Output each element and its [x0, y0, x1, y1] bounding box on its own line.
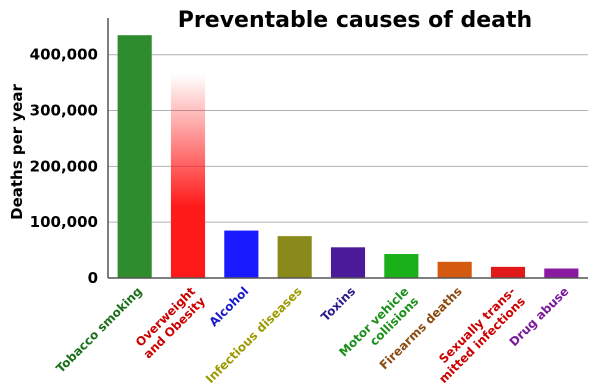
bar	[117, 35, 152, 278]
bar	[437, 261, 472, 278]
bar	[170, 74, 206, 278]
y-tick-label: 100,000	[30, 213, 98, 231]
bar	[224, 230, 259, 278]
bar	[544, 268, 579, 278]
bar	[277, 236, 312, 278]
bar	[384, 254, 419, 278]
bar	[490, 266, 526, 278]
y-tick-label: 400,000	[30, 46, 98, 64]
x-tick-label: Alcohol	[206, 284, 251, 329]
y-tick-label: 0	[88, 269, 98, 287]
x-tick-label: Toxins	[318, 284, 358, 324]
y-tick-label: 200,000	[30, 157, 98, 175]
y-tick-label: 300,000	[30, 102, 98, 120]
axes	[107, 18, 588, 279]
y-tick-labels: 0 100,000 200,000 300,000 400,000	[30, 46, 98, 287]
chart-title: Preventable causes of death	[178, 8, 532, 33]
x-tick-label: Tobacco smoking	[53, 284, 144, 375]
bars	[117, 35, 579, 278]
bar	[330, 247, 366, 278]
y-axis-label: Deaths per year	[8, 84, 26, 220]
x-tick-label: Infectious diseases	[203, 284, 305, 386]
